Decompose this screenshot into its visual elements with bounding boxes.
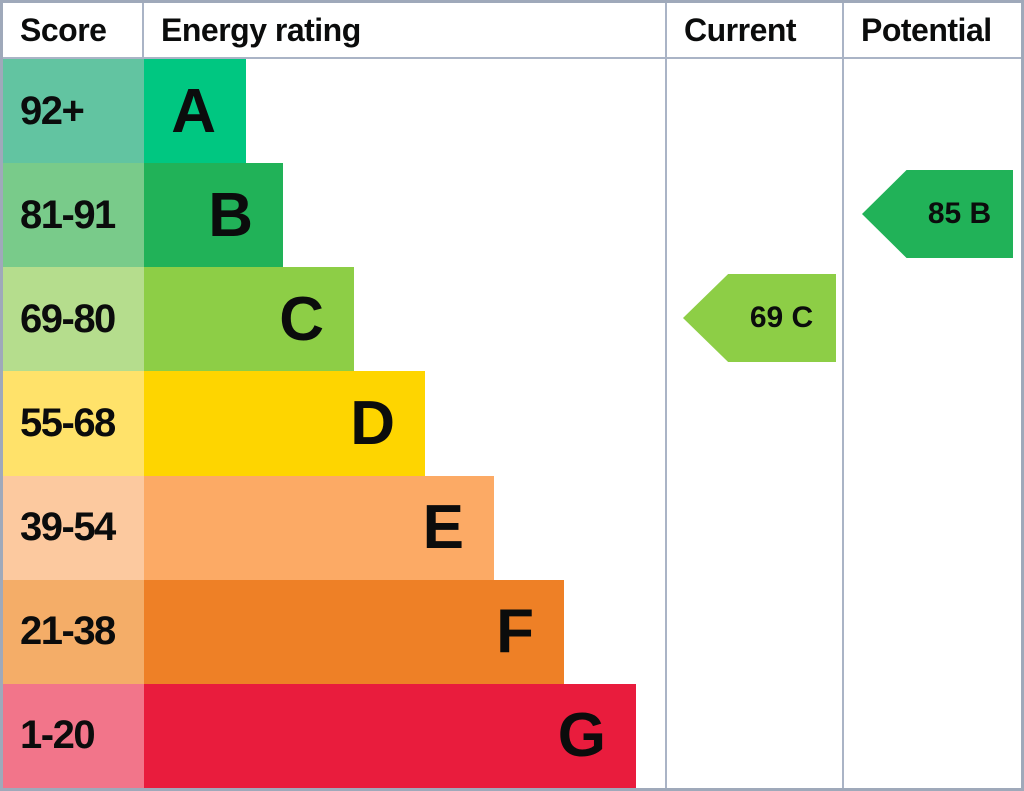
score-range-label: 69-80 — [20, 296, 116, 341]
score-cell-a: 92+ — [3, 59, 144, 164]
band-row-c: 69-80 C — [3, 267, 1021, 372]
header-potential: Potential — [861, 11, 992, 48]
band-row-e: 39-54 E — [3, 475, 1021, 580]
rating-letter: E — [422, 493, 464, 563]
potential-rating-label: 85 B — [927, 197, 992, 230]
band-row-f: 21-38 F — [3, 579, 1021, 684]
score-cell-d: 55-68 — [3, 371, 144, 476]
rating-bar-c: C — [144, 267, 354, 372]
score-cell-b: 81-91 — [3, 163, 144, 268]
rating-bar-e: E — [144, 475, 494, 580]
rating-letter: G — [557, 701, 606, 771]
header-row: Score Energy rating Current Potential — [3, 3, 1021, 59]
header-energy-rating: Energy rating — [144, 3, 667, 57]
current-rating-label: 69 C — [749, 301, 814, 334]
band-row-d: 55-68 D — [3, 371, 1021, 476]
rating-letter: F — [496, 597, 534, 667]
band-row-g: 1-20 G — [3, 683, 1021, 788]
rating-bar-g: G — [144, 683, 636, 788]
rating-bands: 92+ A 81-91 B 69-80 C 55-68 D 39-54 E 21… — [3, 59, 1021, 788]
rating-bar-d: D — [144, 371, 425, 476]
header-score: Score — [3, 3, 144, 57]
rating-letter: B — [208, 180, 253, 250]
header-current: Current — [667, 3, 844, 57]
band-row-b: 81-91 B — [3, 163, 1021, 268]
score-cell-c: 69-80 — [3, 267, 144, 372]
score-cell-e: 39-54 — [3, 475, 144, 580]
score-range-label: 81-91 — [20, 192, 116, 237]
score-range-label: 55-68 — [20, 400, 116, 445]
rating-bar-a: A — [144, 59, 246, 164]
score-range-label: 39-54 — [20, 505, 116, 550]
score-range-label: 92+ — [20, 88, 85, 133]
rating-letter: C — [279, 284, 324, 354]
rating-letter: A — [171, 76, 216, 146]
score-range-label: 1-20 — [20, 713, 96, 758]
band-row-a: 92+ A — [3, 59, 1021, 164]
column-divider-potential — [842, 59, 844, 788]
score-range-label: 21-38 — [20, 609, 116, 654]
score-cell-g: 1-20 — [3, 683, 144, 788]
rating-bar-b: B — [144, 163, 283, 268]
column-divider-current — [665, 59, 667, 788]
score-cell-f: 21-38 — [3, 579, 144, 684]
rating-letter: D — [350, 388, 395, 458]
rating-bar-f: F — [144, 579, 564, 684]
